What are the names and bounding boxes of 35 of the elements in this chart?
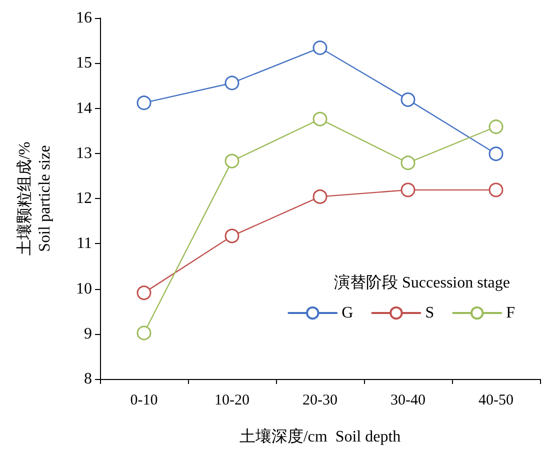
y-tick-label: 8 [84, 370, 92, 388]
point [312, 40, 328, 56]
point [488, 120, 504, 134]
point [400, 92, 416, 107]
point [400, 156, 416, 170]
y-tick-label: 15 [76, 54, 92, 72]
y-tick-label: 9 [84, 325, 92, 342]
point [224, 154, 240, 168]
y-tick-label: 10 [76, 280, 92, 298]
x-tick-label: 20-30 [302, 392, 338, 408]
legend-label: S [425, 304, 434, 322]
point [312, 189, 328, 204]
legend-title: 演替阶段 Succession stage [334, 274, 510, 292]
point [488, 182, 504, 198]
x-tick-label: 0-10 [130, 392, 158, 408]
x-tick-label: 40-50 [478, 392, 514, 408]
y-tick-label: 13 [76, 144, 92, 162]
point [136, 286, 152, 300]
y-tick-label: 11 [76, 235, 92, 252]
point [312, 112, 328, 126]
x-tick-label: 10-20 [214, 392, 250, 408]
y-tick-label: 16 [76, 10, 92, 26]
legend-label: G [342, 304, 354, 322]
y-axis-title: 土壤颗粒组成/% Soil particle size [16, 142, 54, 256]
x-axis-title: 土壤深度/cm Soil depth [239, 428, 401, 446]
point [136, 326, 152, 340]
point [400, 182, 416, 198]
y-tick-label: 12 [76, 190, 92, 207]
point [224, 76, 240, 90]
point [224, 228, 240, 244]
point [488, 146, 504, 162]
point [136, 96, 152, 110]
x-tick-label: 30-40 [390, 392, 426, 408]
legend-label: F [506, 304, 516, 322]
y-tick-label: 14 [76, 100, 92, 117]
